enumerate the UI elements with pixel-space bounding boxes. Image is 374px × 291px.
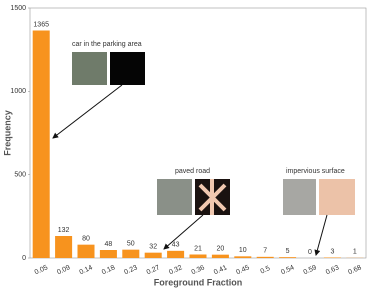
annotation: car in the parking area [72,41,142,48]
value-label: 48 [105,241,113,248]
x-tick-label: 0.09 [56,264,71,276]
value-label: 43 [172,242,180,249]
annotation: impervious surface [286,168,345,175]
bar [122,249,140,258]
bar [189,254,207,258]
x-tick-label: 0.5 [259,265,271,276]
bar [55,236,73,258]
x-tick-label: 0.54 [280,264,295,276]
image-mask-shape [198,179,227,215]
image-aerial [157,179,192,215]
y-tick-label: 1500 [10,5,26,12]
value-label: 1 [353,249,357,256]
value-label: 0 [308,249,312,256]
value-label: 21 [194,245,202,252]
bar [279,257,297,258]
y-tick-label: 1000 [10,88,26,95]
bar [323,257,341,258]
bar [77,244,95,258]
value-label: 1365 [33,21,49,28]
x-tick-label: 0.63 [325,264,340,276]
bar [256,256,274,258]
x-tick-label: 0.36 [190,264,205,276]
y-tick-label: 0 [22,255,26,262]
x-tick-label: 0.59 [302,264,317,276]
arrow [314,214,328,256]
value-label: 32 [149,244,157,251]
x-tick-label: 0.18 [101,264,116,276]
image-mask [319,179,355,215]
bar [167,250,185,258]
value-label: 5 [286,248,290,255]
x-tick-label: 0.32 [168,264,183,276]
arrow [163,214,204,250]
bar [32,30,50,258]
bar [99,250,117,258]
image-aerial [283,179,316,215]
value-label: 132 [58,227,70,234]
x-axis-label: Foreground Fraction [154,277,243,287]
value-label: 10 [239,247,247,254]
bar [234,256,252,258]
y-tick-label: 500 [14,172,26,179]
x-tick-label: 0.45 [235,264,250,276]
arrow [52,84,123,139]
x-tick-label: 0.68 [347,264,362,276]
value-label: 7 [263,248,267,255]
x-tick-label: 0.27 [146,264,161,276]
value-label: 20 [217,246,225,253]
annotation: paved road [175,168,210,175]
image-aerial [72,52,107,85]
x-tick-label: 0.05 [34,264,49,276]
image-mask [110,52,145,85]
y-axis-label: Frequency [2,110,12,156]
x-tick-label: 0.14 [78,264,93,276]
bar [211,254,229,258]
x-tick-label: 0.41 [213,264,228,276]
bar [144,252,162,258]
annotation-images [52,52,355,256]
value-label: 50 [127,241,135,248]
x-tick-label: 0.23 [123,264,138,276]
value-label: 3 [330,248,334,255]
value-label: 80 [82,236,90,243]
